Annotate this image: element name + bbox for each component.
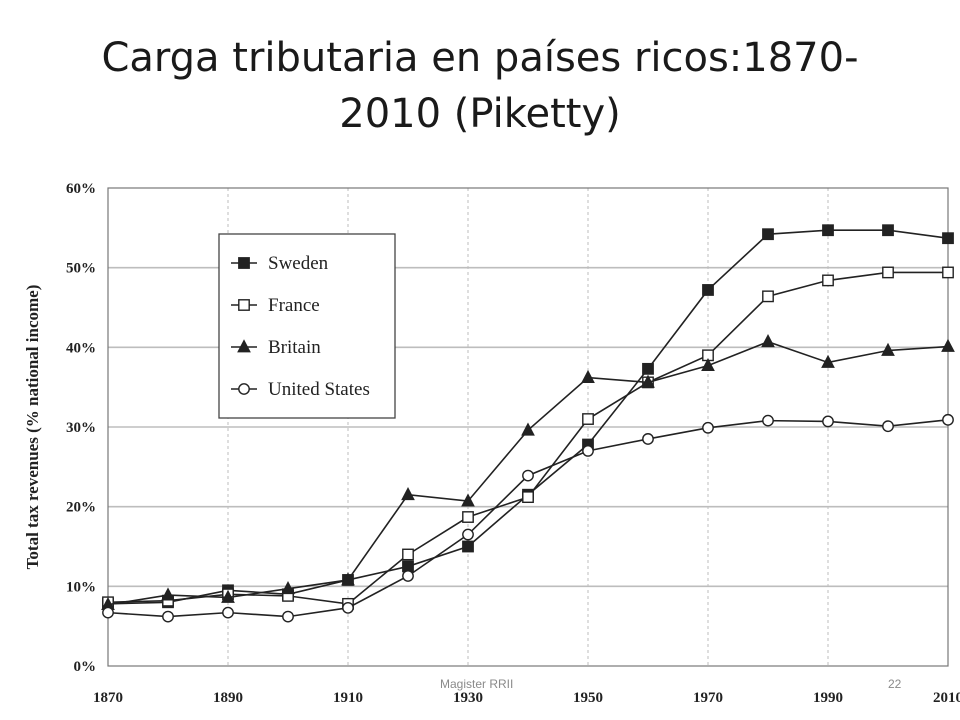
x-tick-label: 1930 bbox=[453, 690, 483, 706]
data-point-united-states bbox=[462, 528, 474, 541]
y-tick-label: 10% bbox=[66, 579, 96, 595]
data-point-united-states bbox=[342, 601, 354, 614]
data-point-sweden bbox=[942, 232, 954, 245]
data-point-sweden bbox=[642, 362, 654, 375]
data-point-britain bbox=[401, 487, 415, 501]
x-tick-label: 1990 bbox=[813, 690, 843, 706]
data-point-britain bbox=[581, 369, 595, 384]
x-tick-label: 1950 bbox=[573, 690, 603, 706]
data-point-sweden bbox=[822, 224, 834, 237]
data-point-britain bbox=[281, 581, 295, 595]
data-point-united-states bbox=[402, 570, 414, 582]
tax-revenue-chart: 0% 10% 20% 30% 40% 50% 60% 1870 1890 1910 1930 195… bbox=[23, 181, 960, 706]
data-point-france bbox=[882, 266, 894, 279]
data-point-britain bbox=[821, 354, 835, 368]
data-point-britain bbox=[761, 334, 775, 348]
legend-item-britain: Britain bbox=[231, 337, 321, 358]
data-point-britain bbox=[341, 572, 355, 586]
legend-marker-france bbox=[238, 299, 250, 311]
data-point-sweden bbox=[762, 228, 774, 241]
data-point-united-states bbox=[882, 420, 894, 433]
legend-label: Britain bbox=[268, 337, 321, 358]
series-britain bbox=[101, 334, 955, 611]
y-tick-label: 20% bbox=[66, 500, 96, 516]
data-point-united-states bbox=[702, 421, 714, 434]
series-united-states bbox=[102, 413, 954, 623]
x-tick-label: 1910 bbox=[333, 690, 363, 706]
data-point-sweden bbox=[702, 284, 714, 296]
data-point-france bbox=[942, 266, 954, 279]
data-point-france bbox=[582, 413, 594, 425]
data-point-united-states bbox=[582, 444, 594, 457]
data-point-sweden bbox=[462, 540, 474, 553]
data-point-united-states bbox=[822, 415, 834, 428]
data-point-sweden bbox=[402, 560, 414, 573]
x-axis-ticks: 1870 1890 1910 1930 1950 1970 1990 2010 bbox=[93, 690, 960, 706]
data-point-britain bbox=[941, 338, 955, 352]
slide-title: Carga tributaria en países ricos:1870- 2… bbox=[60, 30, 900, 142]
data-point-united-states bbox=[762, 414, 774, 427]
data-point-united-states bbox=[522, 469, 534, 482]
slide-title-line1: Carga tributaria en países ricos:1870- bbox=[101, 35, 859, 81]
plot-frame bbox=[107, 187, 949, 667]
legend-marker-united-states bbox=[238, 383, 250, 395]
data-point-britain bbox=[161, 587, 175, 601]
y-tick-label: 0% bbox=[74, 659, 97, 675]
legend-label: United States bbox=[268, 379, 370, 400]
y-tick-label: 40% bbox=[66, 340, 96, 356]
slide-title-line2: 2010 (Piketty) bbox=[339, 91, 621, 137]
data-point-united-states bbox=[222, 606, 234, 619]
data-point-france bbox=[402, 548, 414, 561]
legend-label: France bbox=[268, 295, 320, 316]
footer-label: Magister RRII bbox=[440, 677, 514, 691]
legend-marker-britain bbox=[237, 339, 251, 353]
y-axis-ticks: 0% 10% 20% 30% 40% 50% 60% bbox=[66, 181, 96, 675]
data-point-britain bbox=[701, 357, 715, 372]
y-tick-label: 50% bbox=[66, 261, 96, 277]
data-point-britain bbox=[521, 422, 535, 436]
series bbox=[101, 224, 955, 623]
data-point-britain bbox=[641, 374, 655, 388]
legend-item-united-states: United States bbox=[231, 379, 370, 400]
y-axis-label: Total tax revenues (% national income) bbox=[23, 285, 42, 570]
data-point-britain bbox=[881, 342, 895, 356]
legend-items: Sweden France Britain United States bbox=[231, 253, 370, 400]
y-tick-label: 60% bbox=[66, 181, 96, 197]
page-number: 22 bbox=[888, 677, 902, 691]
x-tick-label: 1870 bbox=[93, 690, 123, 706]
data-point-united-states bbox=[942, 413, 954, 426]
data-point-united-states bbox=[102, 606, 114, 619]
y-tick-label: 30% bbox=[66, 420, 96, 436]
data-point-france bbox=[522, 491, 534, 504]
data-point-britain bbox=[221, 589, 235, 603]
x-tick-label: 1970 bbox=[693, 690, 723, 706]
data-point-united-states bbox=[282, 610, 294, 623]
legend: Sweden France Britain United States bbox=[218, 233, 396, 419]
x-tick-label: 2010 bbox=[933, 690, 960, 706]
data-point-united-states bbox=[162, 610, 174, 623]
data-point-united-states bbox=[642, 433, 654, 445]
legend-marker-sweden bbox=[238, 257, 250, 269]
legend-item-france: France bbox=[231, 295, 320, 316]
data-point-france bbox=[822, 274, 834, 287]
data-point-sweden bbox=[882, 224, 894, 237]
data-point-britain bbox=[461, 493, 475, 507]
data-point-france bbox=[462, 511, 474, 523]
x-tick-label: 1890 bbox=[213, 690, 243, 706]
legend-label: Sweden bbox=[268, 253, 329, 274]
legend-item-sweden: Sweden bbox=[231, 253, 329, 274]
data-point-france bbox=[762, 290, 774, 303]
